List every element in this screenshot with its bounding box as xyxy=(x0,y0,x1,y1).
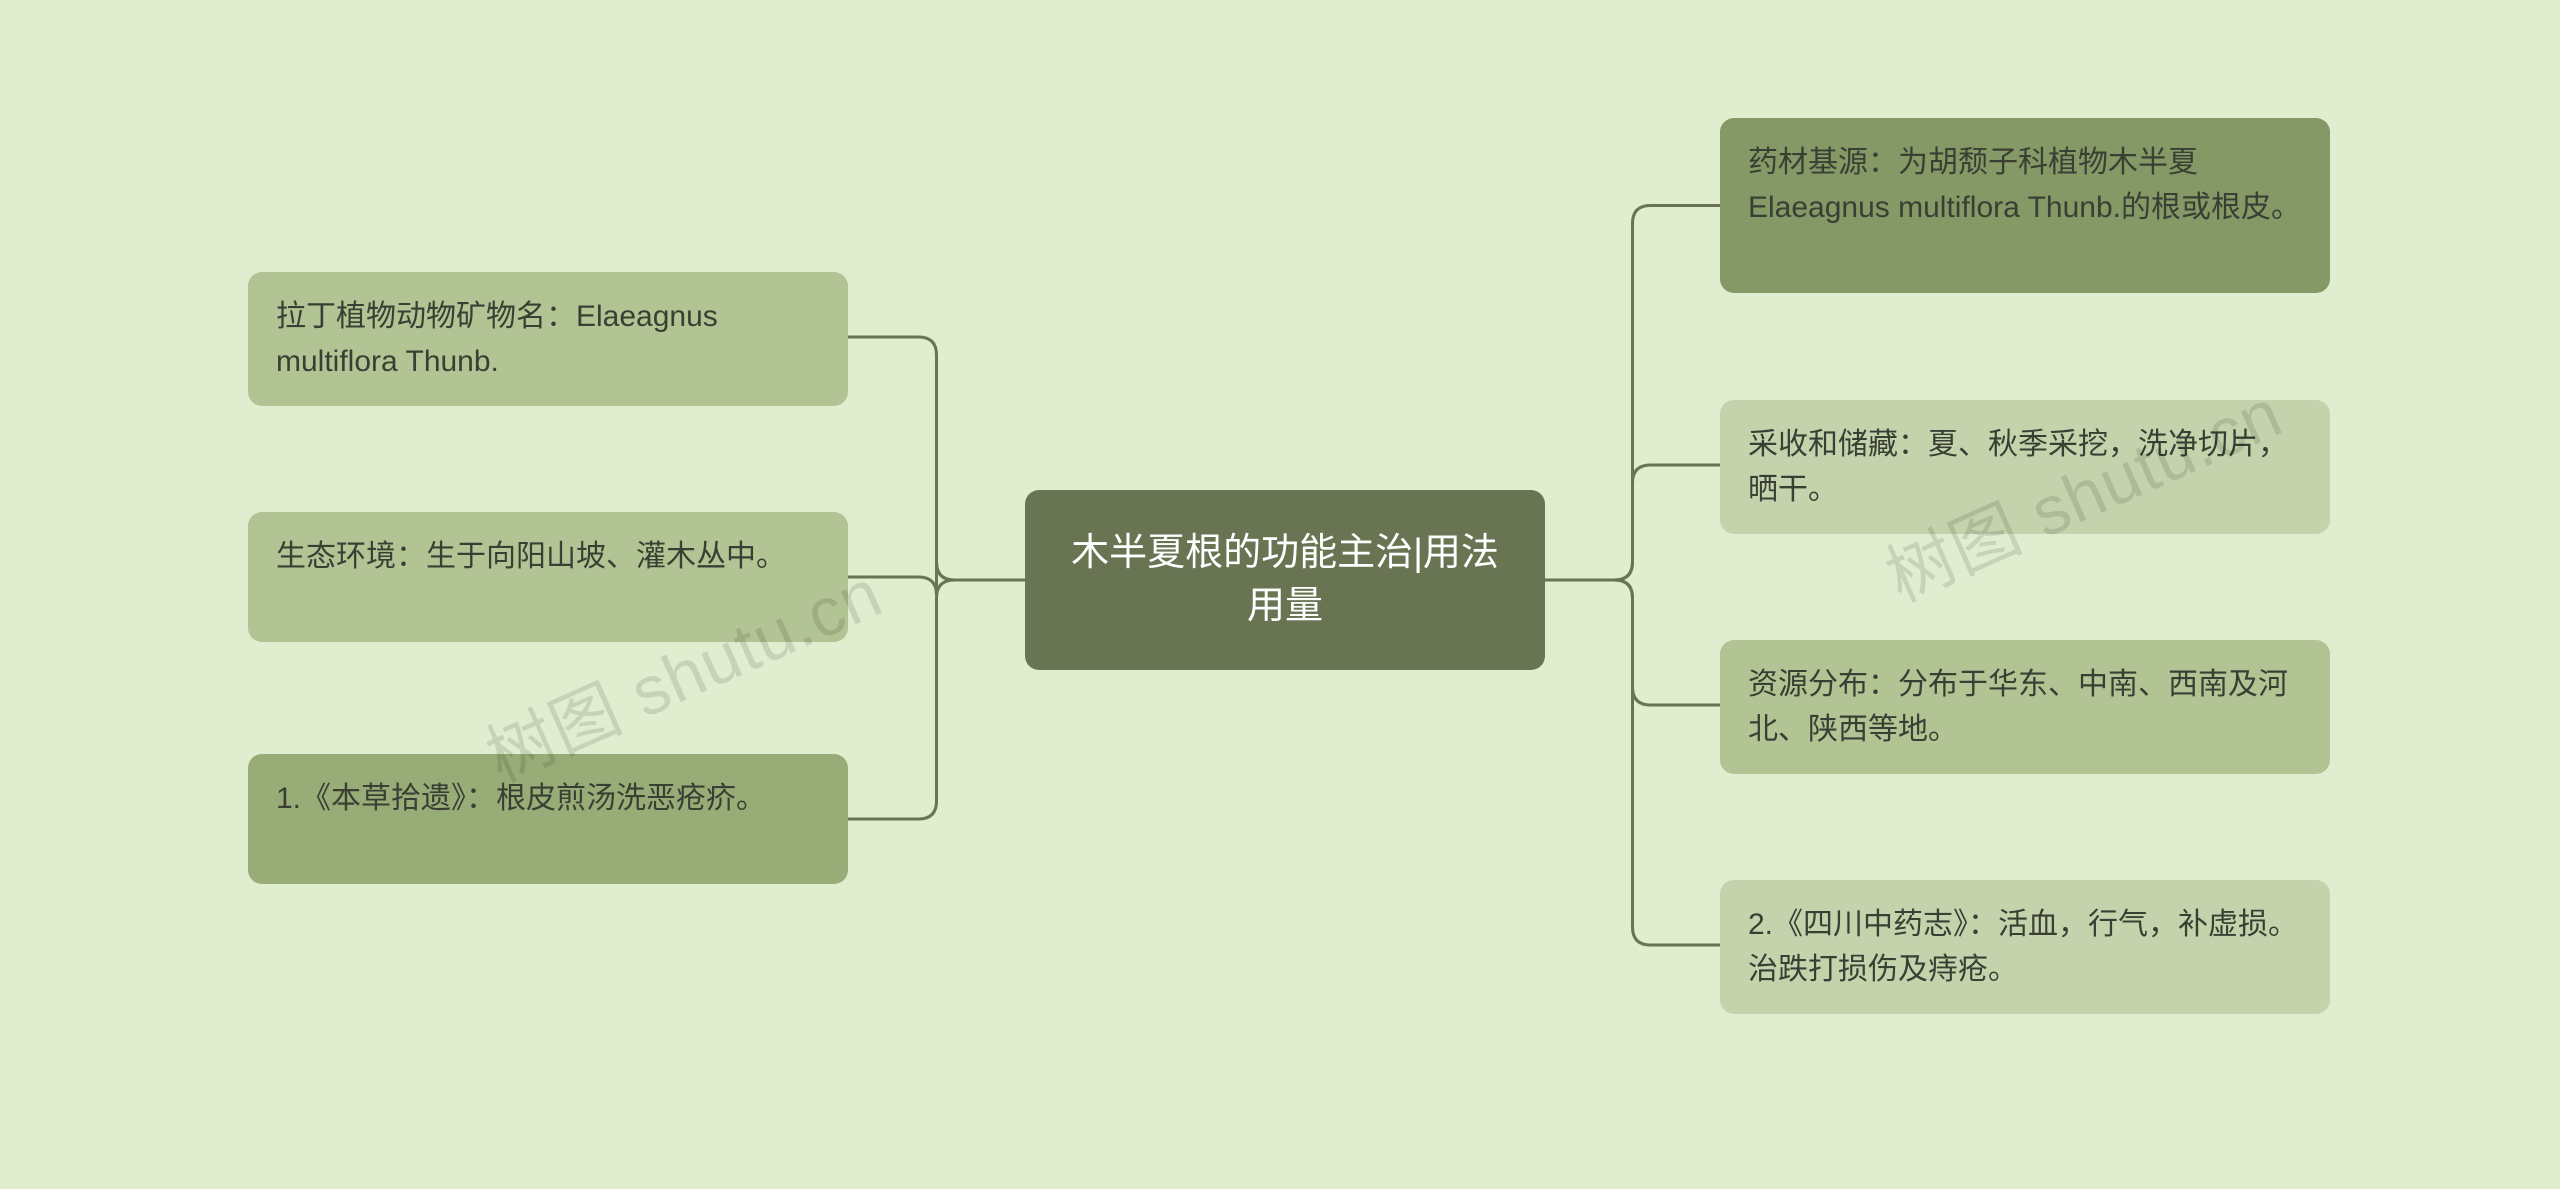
right-node-2-text: 资源分布：分布于华东、中南、西南及河北、陕西等地。 xyxy=(1748,668,2288,746)
left-node-0: 拉丁植物动物矿物名：Elaeagnus multiflora Thunb. xyxy=(248,272,848,406)
right-node-0-text: 药材基源：为胡颓子科植物木半夏Elaeagnus multiflora Thun… xyxy=(1748,146,2301,224)
right-node-2: 资源分布：分布于华东、中南、西南及河北、陕西等地。 xyxy=(1720,640,2330,774)
left-node-0-text: 拉丁植物动物矿物名：Elaeagnus multiflora Thunb. xyxy=(276,300,718,378)
right-node-3-text: 2.《四川中药志》：活血，行气，补虚损。治跌打损伤及痔疮。 xyxy=(1748,908,2298,986)
left-node-1-text: 生态环境：生于向阳山坡、灌木丛中。 xyxy=(276,540,786,573)
right-node-1: 采收和储藏：夏、秋季采挖，洗净切片，晒干。 xyxy=(1720,400,2330,534)
center-node-text: 木半夏根的功能主治|用法用量 xyxy=(1053,527,1517,633)
left-node-2-text: 1.《本草拾遗》：根皮煎汤洗恶疮疥。 xyxy=(276,782,766,815)
left-node-2: 1.《本草拾遗》：根皮煎汤洗恶疮疥。 xyxy=(248,754,848,884)
mindmap-canvas: 木半夏根的功能主治|用法用量 拉丁植物动物矿物名：Elaeagnus multi… xyxy=(0,0,2560,1189)
center-node: 木半夏根的功能主治|用法用量 xyxy=(1025,490,1545,670)
right-node-1-text: 采收和储藏：夏、秋季采挖，洗净切片，晒干。 xyxy=(1748,428,2288,506)
right-node-3: 2.《四川中药志》：活血，行气，补虚损。治跌打损伤及痔疮。 xyxy=(1720,880,2330,1014)
right-node-0: 药材基源：为胡颓子科植物木半夏Elaeagnus multiflora Thun… xyxy=(1720,118,2330,293)
left-node-1: 生态环境：生于向阳山坡、灌木丛中。 xyxy=(248,512,848,642)
